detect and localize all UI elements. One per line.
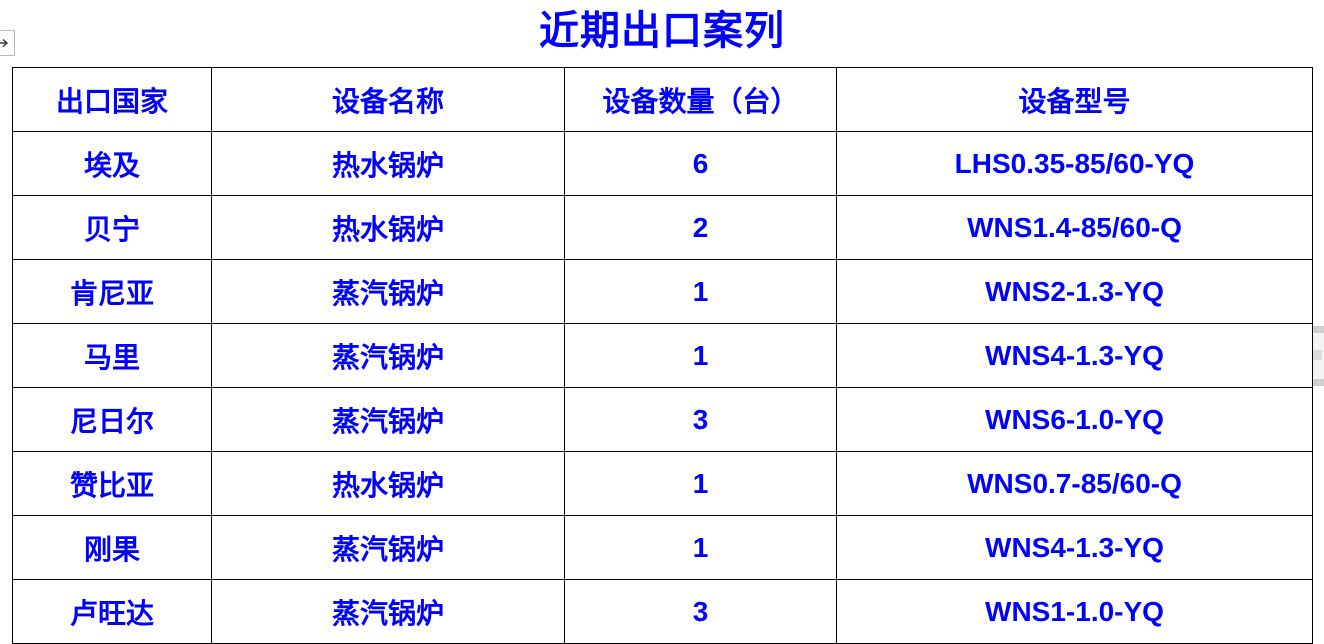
cell-model: WNS4-1.3-YQ xyxy=(836,323,1313,388)
scroll-down-arrow-icon[interactable] xyxy=(1308,379,1324,386)
column-header-quantity: 设备数量（台） xyxy=(564,67,837,132)
export-cases-table-container: 出口国家 设备名称 设备数量（台） 设备型号 埃及 热水锅炉 6 LHS0.35… xyxy=(12,67,1313,644)
scroll-up-arrow-icon[interactable] xyxy=(1308,326,1324,333)
cell-equipment: 蒸汽锅炉 xyxy=(211,387,565,452)
cell-quantity: 1 xyxy=(564,515,837,580)
cell-equipment: 蒸汽锅炉 xyxy=(211,259,565,324)
table-row: 卢旺达 蒸汽锅炉 3 WNS1-1.0-YQ xyxy=(12,579,1313,644)
cell-equipment: 热水锅炉 xyxy=(211,451,565,516)
cell-equipment: 蒸汽锅炉 xyxy=(211,579,565,644)
cell-equipment: 热水锅炉 xyxy=(211,131,565,196)
cell-quantity: 1 xyxy=(564,323,837,388)
arrow-right-icon xyxy=(0,36,9,50)
table-row: 马里 蒸汽锅炉 1 WNS4-1.3-YQ xyxy=(12,323,1313,388)
cell-equipment: 热水锅炉 xyxy=(211,195,565,260)
table-row: 肯尼亚 蒸汽锅炉 1 WNS2-1.3-YQ xyxy=(12,259,1313,324)
cell-quantity: 2 xyxy=(564,195,837,260)
cell-model: WNS4-1.3-YQ xyxy=(836,515,1313,580)
cell-country: 卢旺达 xyxy=(12,579,212,644)
page-title: 近期出口案列 xyxy=(539,9,785,53)
cell-country: 马里 xyxy=(12,323,212,388)
cell-country: 肯尼亚 xyxy=(12,259,212,324)
cell-country: 贝宁 xyxy=(12,195,212,260)
cell-model: WNS2-1.3-YQ xyxy=(836,259,1313,324)
scroll-right-button[interactable] xyxy=(0,30,15,56)
table-row: 尼日尔 蒸汽锅炉 3 WNS6-1.0-YQ xyxy=(12,387,1313,452)
cell-country: 尼日尔 xyxy=(12,387,212,452)
cell-equipment: 蒸汽锅炉 xyxy=(211,515,565,580)
table-row: 赞比亚 热水锅炉 1 WNS0.7-85/60-Q xyxy=(12,451,1313,516)
cell-quantity: 6 xyxy=(564,131,837,196)
cell-country: 埃及 xyxy=(12,131,212,196)
cell-model: LHS0.35-85/60-YQ xyxy=(836,131,1313,196)
cell-equipment: 蒸汽锅炉 xyxy=(211,323,565,388)
column-header-equipment: 设备名称 xyxy=(211,67,565,132)
cell-quantity: 3 xyxy=(564,387,837,452)
cell-quantity: 1 xyxy=(564,259,837,324)
cell-country: 赞比亚 xyxy=(12,451,212,516)
cell-model: WNS6-1.0-YQ xyxy=(836,387,1313,452)
cell-country: 刚果 xyxy=(12,515,212,580)
column-header-model: 设备型号 xyxy=(836,67,1313,132)
table-row: 埃及 热水锅炉 6 LHS0.35-85/60-YQ xyxy=(12,131,1313,196)
cell-model: WNS0.7-85/60-Q xyxy=(836,451,1313,516)
table-row: 刚果 蒸汽锅炉 1 WNS4-1.3-YQ xyxy=(12,515,1313,580)
scrollbar-thumb[interactable] xyxy=(1311,350,1322,360)
export-cases-table: 出口国家 设备名称 设备数量（台） 设备型号 埃及 热水锅炉 6 LHS0.35… xyxy=(12,67,1313,644)
table-row: 贝宁 热水锅炉 2 WNS1.4-85/60-Q xyxy=(12,195,1313,260)
cell-model: WNS1.4-85/60-Q xyxy=(836,195,1313,260)
column-header-country: 出口国家 xyxy=(12,67,212,132)
table-header-row: 出口国家 设备名称 设备数量（台） 设备型号 xyxy=(12,67,1313,132)
cell-model: WNS1-1.0-YQ xyxy=(836,579,1313,644)
cell-quantity: 3 xyxy=(564,579,837,644)
cell-quantity: 1 xyxy=(564,451,837,516)
